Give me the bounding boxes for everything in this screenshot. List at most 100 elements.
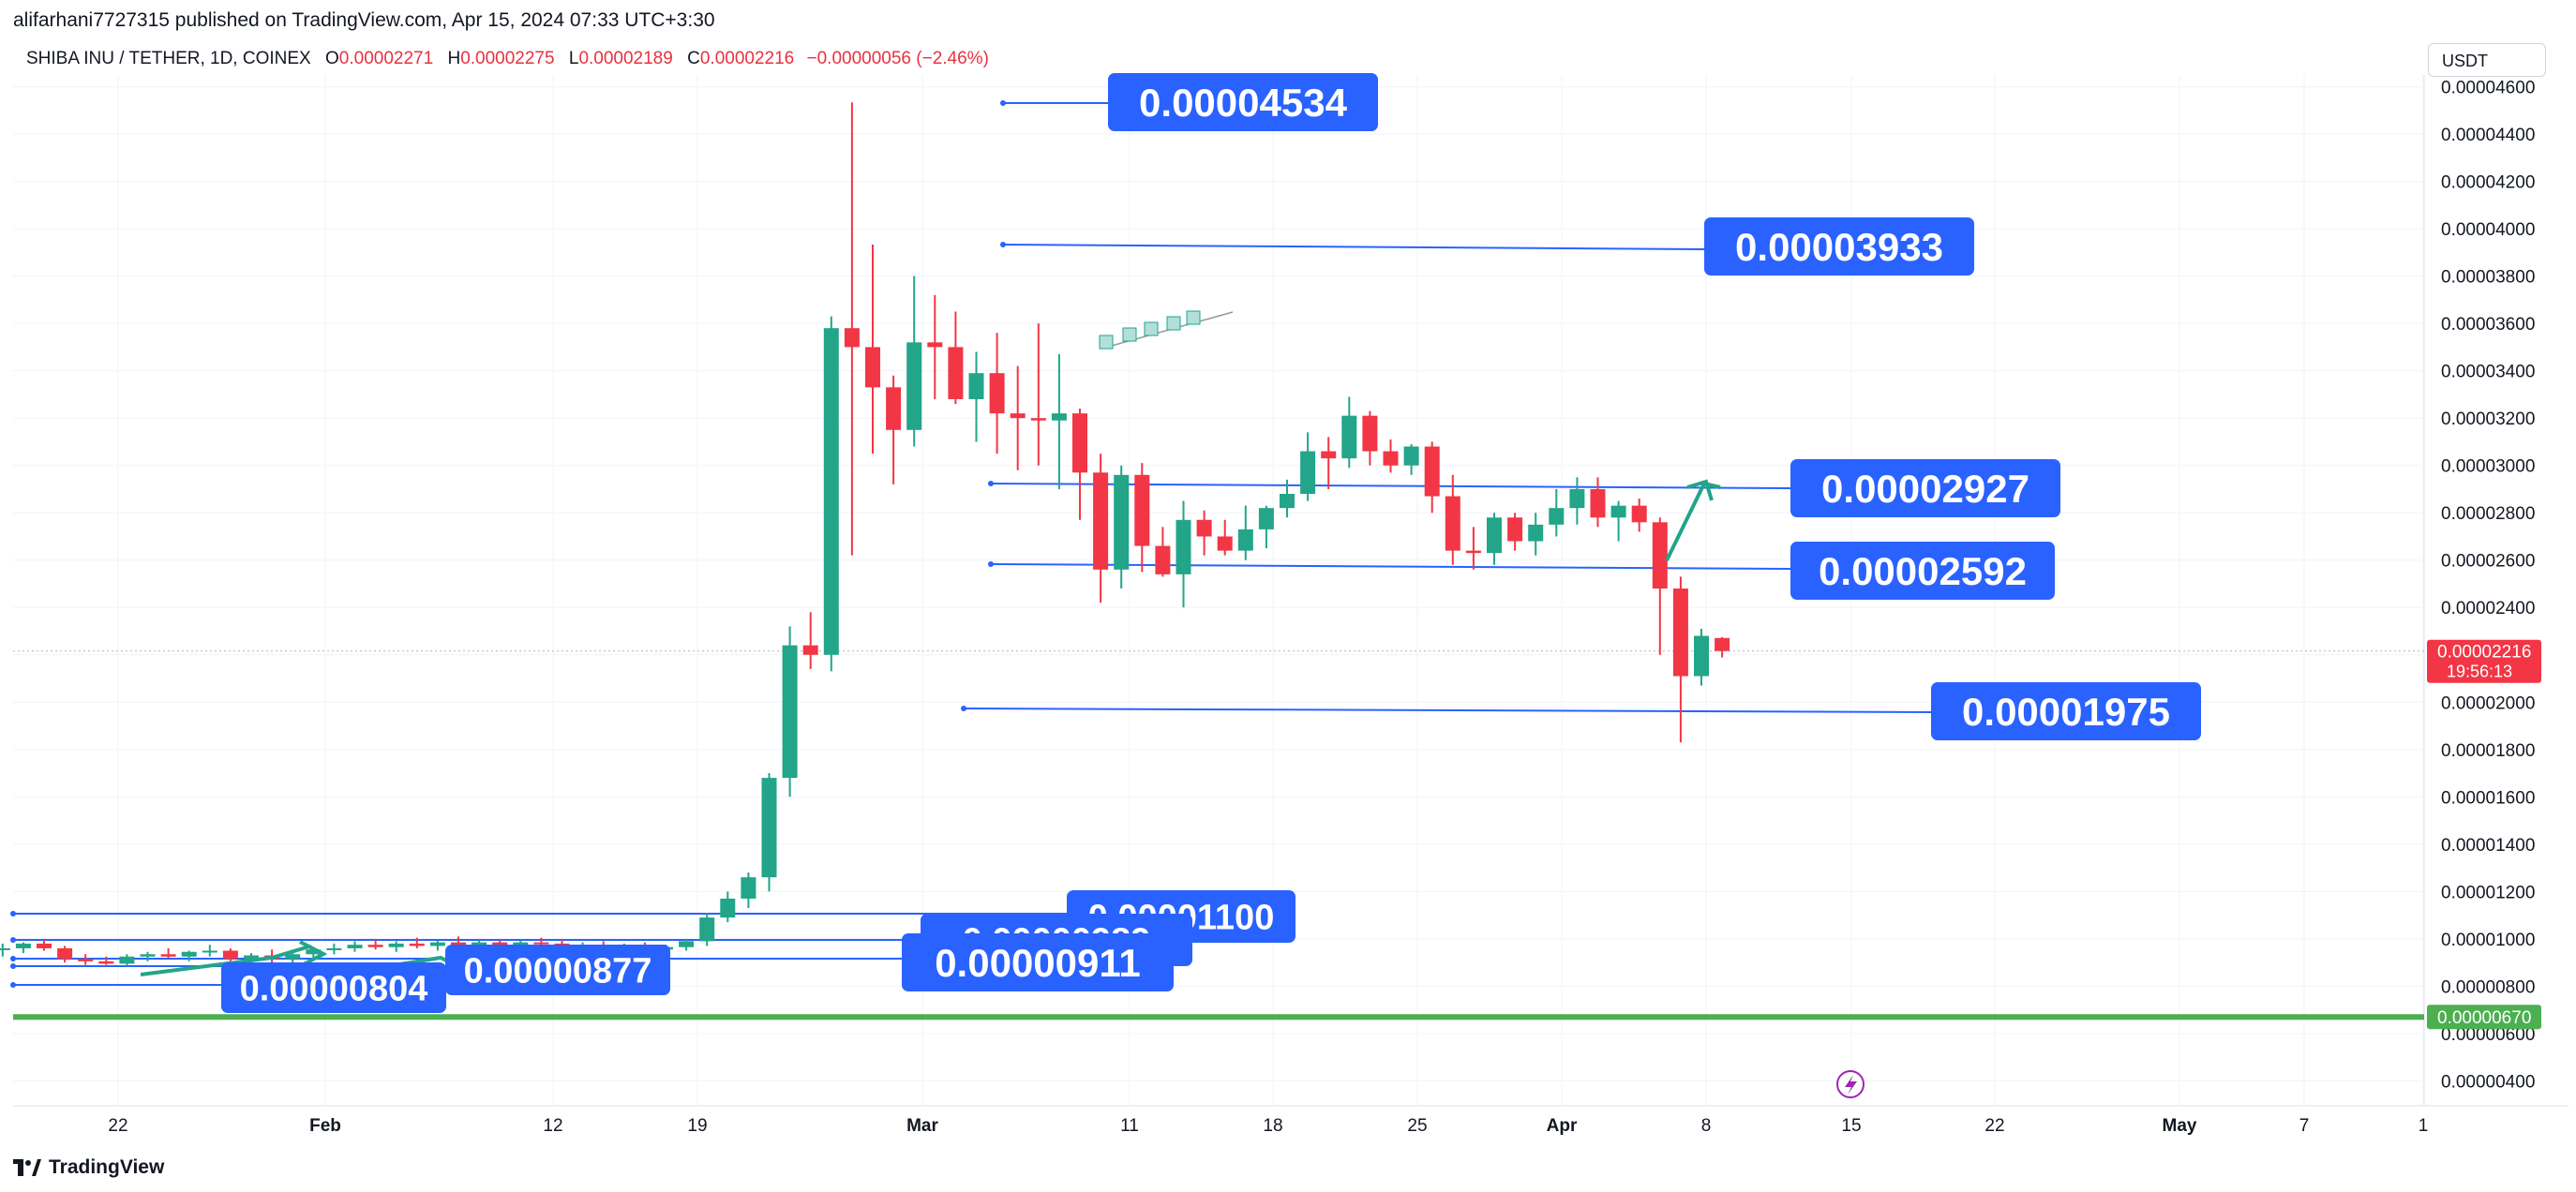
candle-body (802, 645, 818, 655)
level-tag-background (1931, 682, 2201, 740)
x-tick-label: May (2163, 1116, 2197, 1136)
candle (1196, 510, 1212, 556)
candle (1114, 465, 1130, 589)
support-price-tag (2427, 1005, 2541, 1030)
annotations (140, 310, 1865, 1098)
level-tag-background (1790, 542, 2055, 600)
y-tick-label: 0.00003800 (2441, 268, 2535, 288)
level-lines (10, 100, 2424, 1021)
candle (285, 953, 301, 964)
level-tag: 0.00000877 (445, 945, 670, 995)
candle-body (1652, 522, 1668, 589)
candle (429, 940, 445, 951)
level-tag-text: 0.00000911 (935, 941, 1141, 985)
y-tick-label: 0.00000600 (2441, 1025, 2535, 1045)
level-tag-background (902, 933, 1174, 991)
y-tick-label: 0.00001800 (2441, 741, 2535, 761)
candle-body (533, 942, 549, 945)
candle (1258, 505, 1274, 549)
candle-body (1715, 637, 1730, 651)
candle (347, 941, 363, 952)
level-anchor (10, 982, 16, 988)
x-tick-label: 15 (1841, 1116, 1861, 1136)
candle (15, 942, 31, 954)
candle-body (1321, 451, 1337, 459)
x-axis: 22 Feb 12 19 Mar 11 18 25 Apr 8 15 22 May 7 1 (108, 1116, 2428, 1136)
y-tick-label: 0.00002600 (2441, 552, 2535, 572)
candle (57, 946, 73, 963)
candle-body (202, 950, 217, 953)
candle-body (409, 943, 425, 946)
bar-countdown: 19:56:13 (2447, 663, 2512, 681)
candle (1528, 513, 1544, 556)
candle-body (1217, 536, 1233, 551)
low-label: L (568, 49, 579, 68)
candle (802, 612, 818, 669)
candle-body (160, 954, 176, 957)
candle (202, 945, 217, 957)
candle-body (1694, 635, 1709, 677)
candle (1507, 513, 1523, 551)
candle (823, 316, 839, 672)
level-anchor (988, 481, 994, 486)
candle (1176, 500, 1191, 608)
x-tick-label: 8 (1701, 1116, 1712, 1136)
level-tag: 0.00001975 (1931, 682, 2201, 740)
trend-arrow-head (1686, 479, 1714, 501)
candle-body (1362, 415, 1378, 452)
candle (119, 954, 135, 966)
level-tag: 0.00003933 (1704, 217, 1974, 276)
candle-body (37, 943, 52, 948)
y-tick-label: 0.00001600 (2441, 788, 2535, 808)
trend-arrow-head (299, 940, 328, 967)
symbol-name[interactable]: SHIBA INU / TETHER, 1D, COINEX (26, 49, 311, 68)
candle-body (1631, 505, 1647, 523)
candle (78, 954, 94, 965)
candle (679, 938, 695, 951)
candle-body (1155, 545, 1171, 574)
candle (326, 943, 342, 955)
candle-body (927, 342, 943, 348)
y-tick-label: 0.00003600 (2441, 315, 2535, 335)
x-tick-label: 22 (1984, 1116, 2004, 1136)
projected-candle (1122, 327, 1137, 342)
candle (1217, 519, 1233, 556)
candle-body (451, 942, 466, 946)
y-tick-label: 0.00001400 (2441, 836, 2535, 856)
level-tag-text: 0.00001975 (1962, 690, 2170, 734)
projected-candle (1099, 335, 1114, 350)
candle-body (140, 954, 156, 957)
candle (968, 351, 984, 442)
candle-body (1383, 451, 1399, 466)
level-tag-text: 0.00002592 (1819, 549, 2027, 593)
x-tick-label: 11 (1120, 1116, 1139, 1136)
tradingview-logo[interactable]: TradingView (13, 1156, 164, 1179)
candle-body (306, 949, 322, 955)
candle-body (78, 959, 94, 961)
tradingview-logo-icon (13, 1159, 41, 1177)
x-tick-label: 7 (2299, 1116, 2310, 1136)
candle-body (1196, 519, 1212, 537)
candle-body (823, 328, 839, 655)
candle-body (1528, 524, 1544, 542)
candle-body (388, 943, 404, 947)
projected-candle (1186, 310, 1201, 325)
candle (1237, 505, 1253, 560)
currency-selector[interactable]: USDT (2428, 43, 2546, 77)
y-tick-label: 0.00004200 (2441, 173, 2535, 193)
candle (782, 626, 798, 797)
candle (1549, 488, 1565, 537)
level-tag-background (1790, 459, 2060, 517)
candle-body (472, 942, 487, 946)
candle-body (1134, 474, 1150, 546)
candle (37, 938, 52, 951)
candle (1280, 479, 1295, 518)
candle (1093, 454, 1109, 603)
candle (1321, 437, 1337, 489)
candle-body (741, 877, 756, 899)
candle (1051, 353, 1067, 489)
x-tick-label: 25 (1407, 1116, 1427, 1136)
symbol-info: SHIBA INU / TETHER, 1D, COINEX O0.000022… (26, 49, 989, 69)
